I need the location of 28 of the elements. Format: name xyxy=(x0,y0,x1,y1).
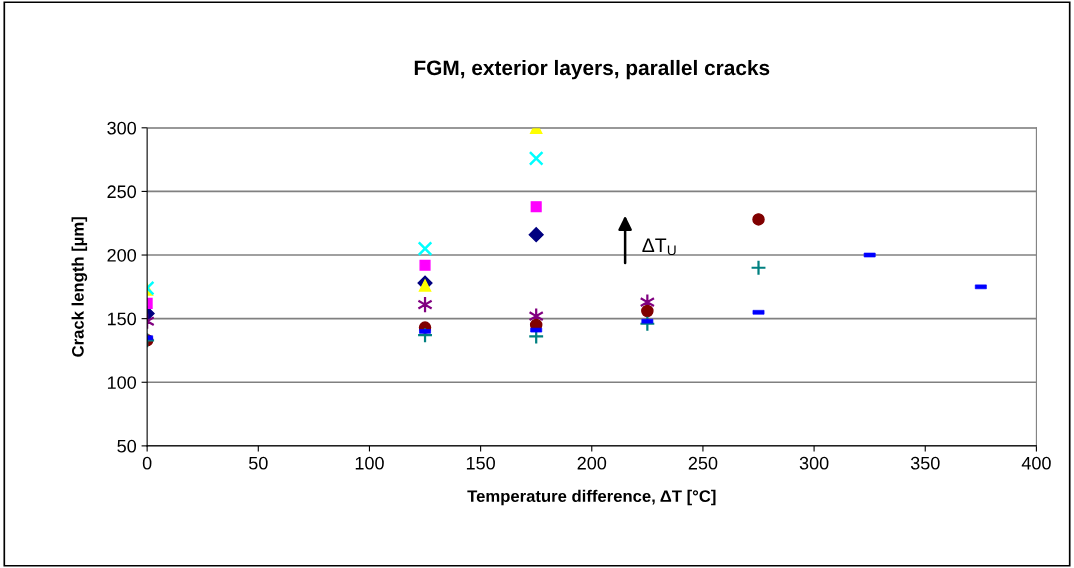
point xyxy=(750,259,767,276)
y-tick-label: 200 xyxy=(107,248,137,262)
chart-title: FGM, exterior layers, parallel cracks xyxy=(414,59,770,80)
y-axis-title: Crack length [µm] xyxy=(71,217,88,357)
x-tick-label: 150 xyxy=(466,456,495,470)
x-tick-label: 250 xyxy=(688,456,718,470)
x-tick-label: 100 xyxy=(355,456,384,470)
point xyxy=(639,315,656,332)
y-tick-label: 100 xyxy=(107,376,137,389)
point xyxy=(530,201,542,213)
x-tick-label: 350 xyxy=(910,456,940,470)
x-tick-label: 400 xyxy=(1021,456,1051,470)
point xyxy=(641,304,654,318)
x-tick-label: 200 xyxy=(577,456,607,470)
point xyxy=(752,213,765,226)
point xyxy=(528,150,544,166)
x-tick-label: 50 xyxy=(248,456,268,470)
x-axis-title: Temperature difference, ΔT [°C] xyxy=(467,489,716,506)
y-tick-label: 150 xyxy=(107,312,137,326)
point xyxy=(528,227,544,243)
y-tick-label: 250 xyxy=(107,185,137,199)
x-tick-label: 0 xyxy=(142,456,152,470)
annotation: ΔT$_{U}$ xyxy=(642,238,676,256)
y-tick-label: 300 xyxy=(107,121,137,135)
point xyxy=(419,259,431,271)
y-tick-label: 50 xyxy=(117,439,137,453)
x-tick-label: 300 xyxy=(799,456,829,470)
point xyxy=(417,241,433,257)
